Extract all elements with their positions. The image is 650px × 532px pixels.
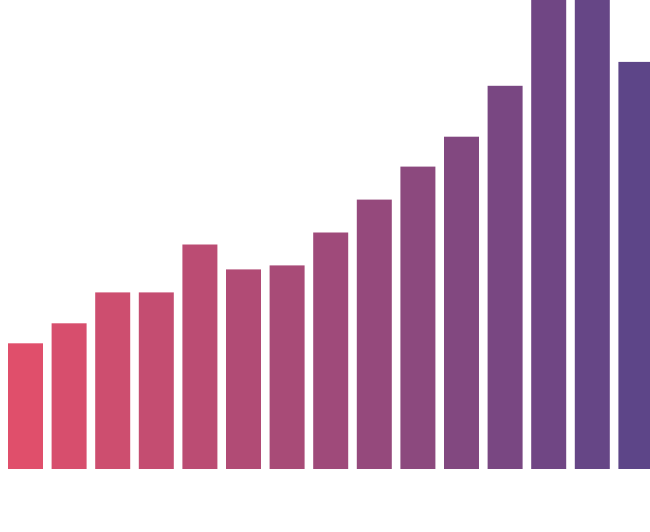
bar-group — [8, 0, 650, 470]
bar-13 — [531, 0, 567, 469]
bar-6 — [226, 269, 261, 469]
bar-3 — [95, 292, 131, 469]
bar-15 — [618, 61, 650, 470]
bar-9 — [356, 199, 392, 469]
bar-5 — [182, 244, 218, 469]
bar-1 — [8, 343, 43, 469]
bar-12 — [487, 85, 523, 470]
bar-4 — [138, 292, 174, 469]
bar-8 — [313, 232, 349, 469]
bar-10 — [400, 166, 436, 469]
bar-11 — [444, 136, 479, 469]
bar-2 — [51, 323, 87, 469]
bar-14 — [574, 0, 610, 469]
bar-7 — [269, 265, 305, 469]
